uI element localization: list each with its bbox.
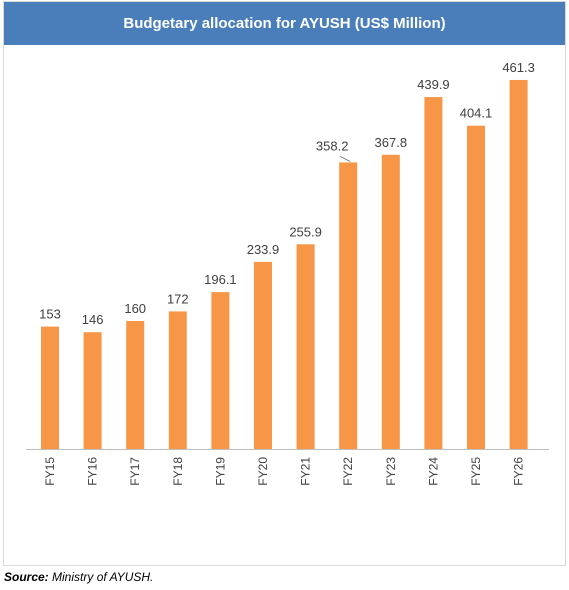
data-label-fy24: 439.9 (417, 77, 450, 92)
x-tick-label-fy19: FY19 (213, 457, 227, 486)
bar-fy20 (254, 261, 272, 449)
bar-fy16 (83, 332, 102, 449)
x-tick-label-fy23: FY23 (384, 457, 398, 486)
x-tick-label-fy26: FY26 (512, 457, 526, 486)
data-label-fy25: 404.1 (460, 106, 493, 121)
bar-fy25 (467, 125, 485, 449)
data-label-fy26: 461.3 (502, 60, 535, 75)
bar-fy15 (41, 326, 59, 449)
data-label-fy20: 233.9 (247, 242, 280, 257)
bar-fy23 (381, 154, 400, 449)
data-label-fy21: 255.9 (289, 224, 322, 239)
bar-fy21 (296, 244, 315, 449)
bar-chart: 153 146 160 172 196.1 233.9 255.9 358.2 367.8 439… (26, 60, 549, 486)
bar-fy18 (168, 311, 187, 449)
data-label-fy18: 172 (167, 291, 189, 306)
data-label-fy15: 153 (39, 307, 61, 322)
bar-fy22 (339, 162, 358, 449)
x-tick-label-fy16: FY16 (86, 457, 100, 486)
source-label: Source: (4, 570, 49, 584)
data-label-fy23: 367.8 (375, 135, 408, 150)
chart-frame: Budgetary allocation for AYUSH (US$ Mill… (3, 1, 566, 566)
source-text: Ministry of AYUSH. (48, 570, 154, 584)
data-label-fy22: 358.2 (316, 138, 349, 153)
data-label-fy17: 160 (124, 301, 146, 316)
x-tick-label-fy15: FY15 (43, 457, 57, 486)
bar-fy24 (424, 97, 443, 449)
x-tick-label-fy24: FY24 (426, 457, 440, 486)
x-tick-label-fy18: FY18 (171, 457, 185, 486)
bar-fy19 (211, 292, 230, 449)
x-tick-label-fy20: FY20 (256, 457, 270, 486)
x-tick-label-fy25: FY25 (469, 457, 483, 486)
chart-title: Budgetary allocation for AYUSH (US$ Mill… (4, 2, 565, 45)
x-tick-label-fy22: FY22 (341, 457, 355, 486)
leader-line-fy22 (339, 155, 351, 162)
x-tick-label-fy21: FY21 (299, 457, 313, 486)
data-label-fy19: 196.1 (204, 272, 237, 287)
source-note: Source: Ministry of AYUSH. (4, 570, 153, 584)
data-label-fy16: 146 (82, 312, 104, 327)
bar-fy26 (509, 79, 528, 450)
x-tick-label-fy17: FY17 (128, 457, 142, 486)
bar-fy17 (126, 321, 145, 449)
